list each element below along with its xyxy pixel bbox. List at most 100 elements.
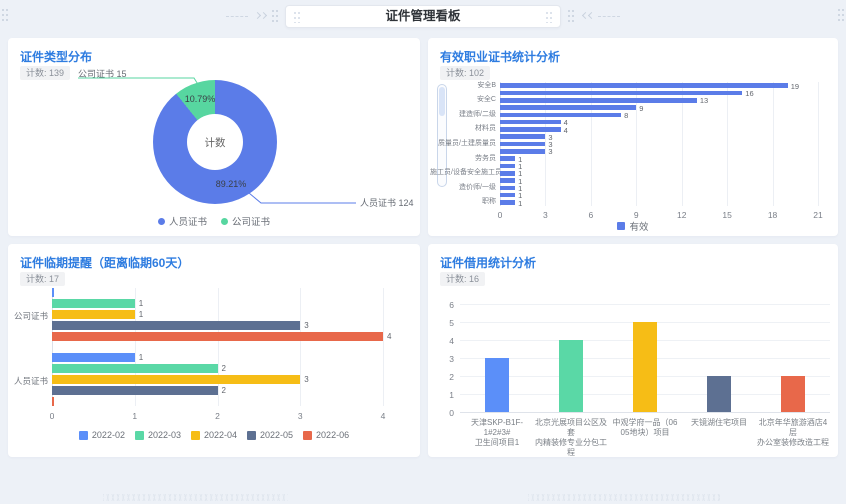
bar[interactable] (500, 200, 516, 205)
bar[interactable] (52, 364, 218, 373)
x-axis-tick-label: 2 (215, 411, 220, 421)
count-badge: 计数: 17 (20, 272, 66, 286)
category-label: 北京光展项目公区及套 内精装修专业分包工程 (535, 418, 607, 457)
bar[interactable] (500, 134, 546, 140)
bar[interactable] (52, 375, 301, 384)
bar[interactable] (52, 386, 218, 395)
bar[interactable] (52, 299, 135, 308)
category-label: 北京年华旅游酒店4层 办公室装修改造工程 (757, 418, 829, 447)
category-label: 质量员/土建质量员 (438, 140, 496, 147)
bar[interactable] (52, 288, 54, 297)
legend-label: 2022-06 (316, 430, 350, 440)
legend-item[interactable]: 2022-04 (190, 430, 237, 440)
gridline (681, 82, 683, 206)
y-axis-tick-label: 1 (449, 389, 454, 400)
bar[interactable] (52, 321, 301, 330)
y-axis-tick-label: 5 (449, 317, 454, 328)
x-axis-tick-label: 9 (633, 210, 639, 220)
panel-title: 证件类型分布 (20, 50, 93, 64)
bar[interactable] (500, 170, 516, 176)
donut-center-label: 计数 (204, 136, 226, 149)
bar[interactable] (52, 397, 54, 406)
expiry-plot: 0 1 2 3 4 1 1 3 4 1 2 3 2 (50, 288, 391, 421)
donut-ring[interactable]: 计数 (153, 80, 277, 204)
leader-line-person (248, 192, 356, 204)
bar[interactable] (500, 112, 622, 118)
bar[interactable] (500, 156, 516, 161)
deco-dots (838, 9, 840, 21)
bar[interactable] (500, 90, 743, 96)
bar[interactable] (52, 332, 383, 341)
dashboard-title: 证件管理看板 (285, 5, 561, 28)
x-axis-tick-label: 3 (297, 411, 303, 421)
bar[interactable] (500, 127, 561, 132)
bar[interactable] (500, 97, 697, 103)
gridline (636, 82, 638, 206)
callout-company-label: 公司证书 15 (78, 69, 127, 79)
legend-item[interactable]: 2022-03 (134, 430, 181, 440)
y-axis-tick-label: 4 (449, 335, 454, 346)
bar-value-label: 3 (548, 147, 553, 157)
gridline (727, 82, 729, 206)
deco-dots (568, 10, 570, 22)
gridline (818, 82, 819, 206)
category-label: 劳务员 (475, 154, 496, 162)
y-axis-tick-label: 2 (449, 371, 454, 382)
bar-value-label: 3 (304, 375, 309, 384)
datazoom-slider[interactable] (437, 84, 447, 187)
legend-item[interactable]: 2022-06 (303, 430, 349, 440)
deco-dots (572, 10, 574, 22)
legend-label: 公司证书 (232, 217, 271, 228)
x-axis-tick-label: 0 (497, 210, 503, 220)
legend-item-valid[interactable]: 有效 (617, 219, 649, 233)
legend-item[interactable]: 2022-02 (78, 430, 125, 440)
legend-item[interactable]: 2022-05 (247, 430, 293, 440)
count-badge: 计数: 139 (20, 66, 71, 80)
bar[interactable] (52, 353, 135, 362)
bar[interactable] (500, 83, 788, 88)
borrow-xlabels: 天津SKP-B1F-1#2#3# 卫生间项目1 北京光展项目公区及套 内精装修专业… (460, 418, 830, 457)
bar[interactable] (500, 163, 516, 169)
bar[interactable] (500, 141, 546, 147)
deco-dash-line (598, 16, 620, 17)
bar-value-label: 9 (639, 103, 644, 113)
legend-label: 有效 (629, 222, 649, 233)
panel-expiry-reminder: 证件临期提醒（距离临期60天） 计数: 17 公司证书 人员证书 0 1 2 3 4 1 1 3… (8, 244, 420, 457)
deco-dots (6, 9, 8, 21)
bar[interactable] (500, 119, 561, 125)
deco-dots (272, 10, 274, 22)
bar[interactable] (781, 376, 805, 412)
legend-label: 2022-05 (260, 430, 294, 440)
datazoom-handle[interactable] (439, 87, 445, 116)
bar[interactable] (707, 376, 731, 412)
gridline (217, 288, 219, 406)
legend-dot-icon (221, 217, 228, 225)
bar-value-label: 1 (518, 162, 523, 172)
bar[interactable] (500, 149, 546, 154)
legend-item-company[interactable]: 公司证书 (221, 214, 270, 228)
bar[interactable] (500, 178, 516, 183)
bar[interactable] (633, 322, 657, 412)
legend-item-person[interactable]: 人员证书 (157, 214, 207, 228)
category-label: 人员证书 (13, 375, 48, 386)
category-label: 建造师/二级 (459, 110, 496, 118)
legend-square-icon (190, 430, 200, 440)
bar-value-label: 1 (518, 191, 523, 201)
bar[interactable] (559, 340, 583, 412)
bar[interactable] (500, 185, 516, 191)
bar-value-label: 4 (387, 332, 392, 341)
deco-dots (842, 9, 844, 21)
bar-value-label: 3 (548, 140, 553, 150)
gridline (460, 412, 830, 413)
bar-value-label: 13 (699, 96, 709, 106)
bar[interactable] (485, 358, 509, 412)
bar[interactable] (500, 105, 637, 110)
valid-certs-legend: 有效 (428, 219, 838, 233)
bar-value-label: 4 (563, 118, 568, 128)
bar[interactable] (52, 310, 135, 319)
bar-value-label: 4 (563, 125, 568, 135)
bar[interactable] (500, 192, 516, 198)
bar-value-label: 19 (790, 81, 800, 91)
callout-person-label: 人员证书 124 (360, 198, 414, 208)
slice-percent-company: 10.79% (184, 94, 216, 104)
